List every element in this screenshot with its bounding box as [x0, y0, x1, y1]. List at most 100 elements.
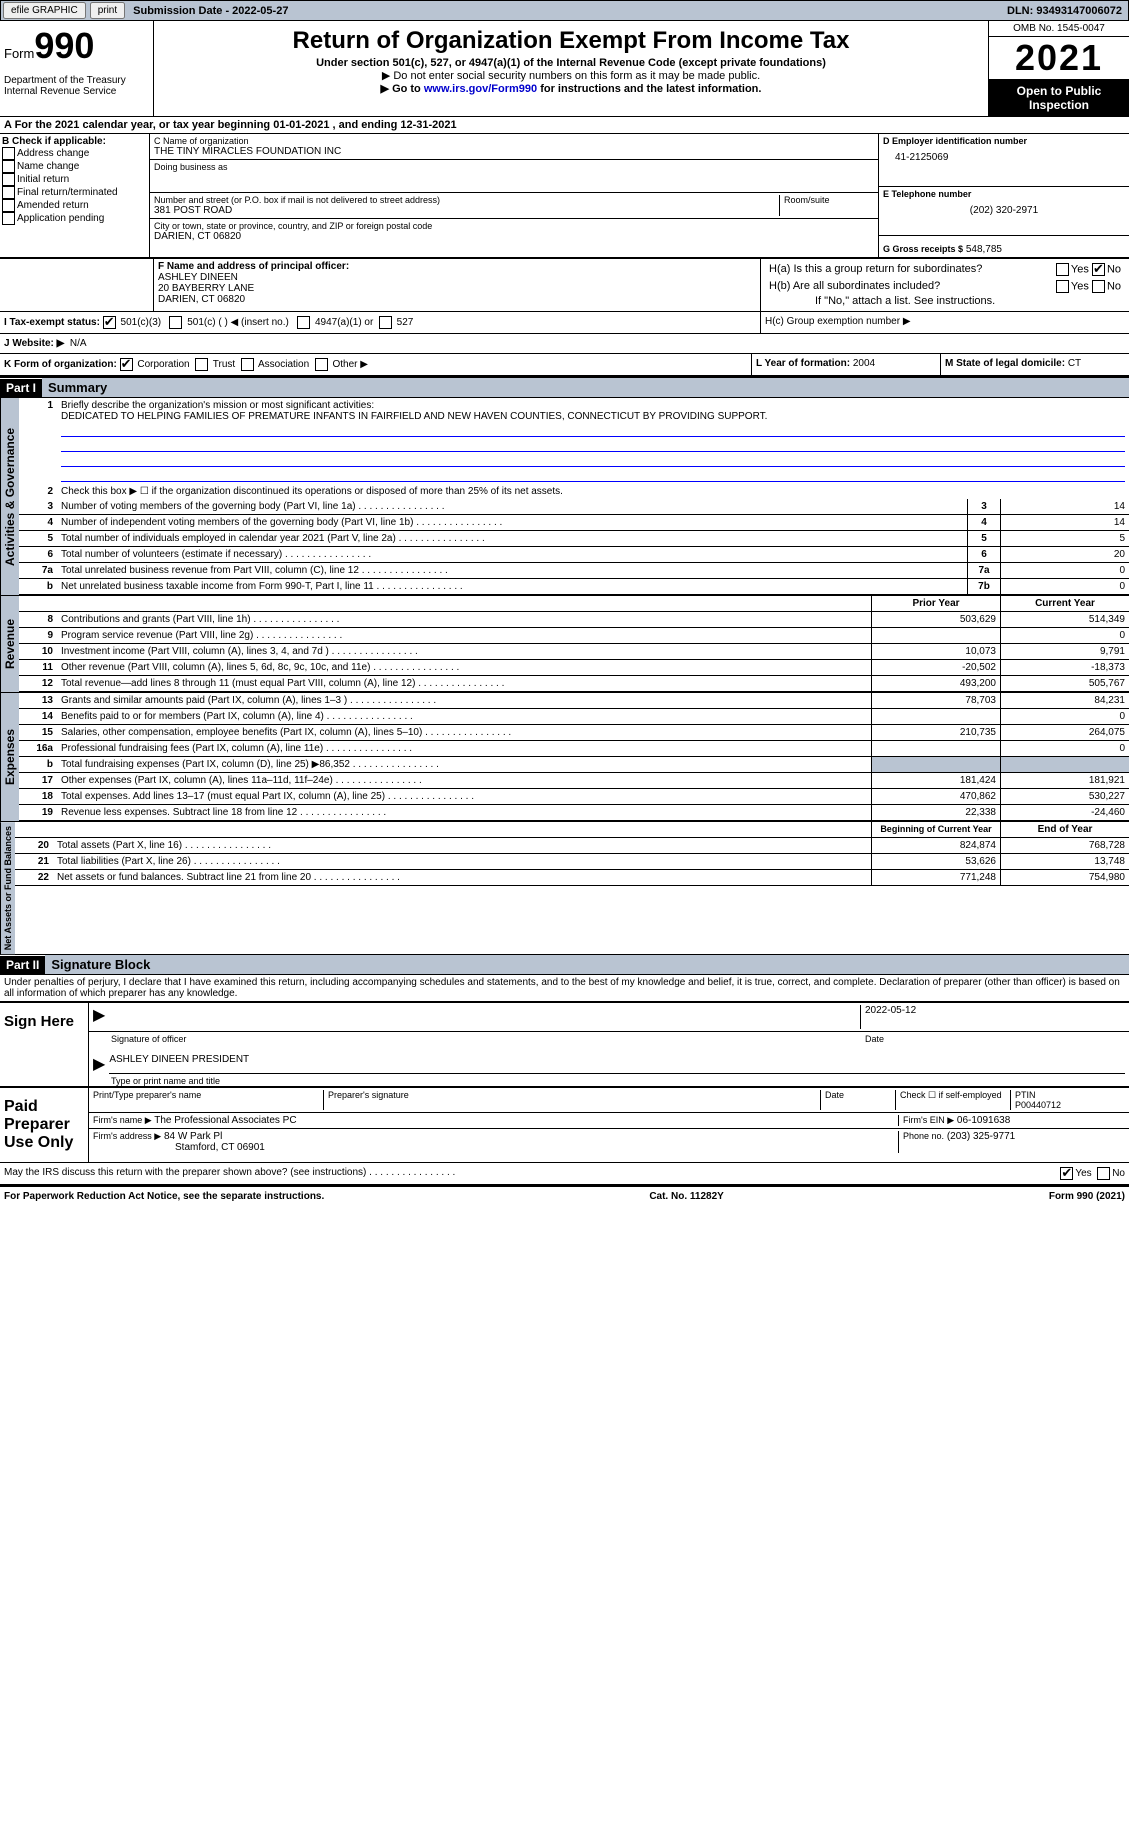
summary-line-4: 4Number of independent voting members of…: [19, 515, 1129, 531]
h-b-note: If "No," attach a list. See instructions…: [765, 295, 1125, 309]
header: Form990 Department of the Treasury Inter…: [0, 21, 1129, 117]
officer-street: 20 BAYBERRY LANE: [158, 283, 254, 294]
dba-label: Doing business as: [154, 162, 874, 172]
check-final[interactable]: Final return/terminated: [2, 186, 147, 199]
officer-name: ASHLEY DINEEN: [158, 272, 238, 283]
part2-title: Signature Block: [45, 955, 1129, 974]
penalties-text: Under penalties of perjury, I declare th…: [0, 975, 1129, 1001]
discuss-no[interactable]: [1097, 1167, 1110, 1180]
revenue-line-11: 11Other revenue (Part VIII, column (A), …: [19, 660, 1129, 676]
check-501c3[interactable]: [103, 316, 116, 329]
revenue-line-10: 10Investment income (Part VIII, column (…: [19, 644, 1129, 660]
check-trust[interactable]: [195, 358, 208, 371]
eoy-header: End of Year: [1000, 822, 1129, 837]
sign-here-section: Sign Here ▶ 2022-05-12 Signature of offic…: [0, 1001, 1129, 1087]
check-address[interactable]: Address change: [2, 147, 147, 160]
sign-here-label: Sign Here: [0, 1003, 88, 1086]
dept: Department of the Treasury Internal Reve…: [4, 75, 149, 97]
expense-line-18: 18Total expenses. Add lines 13–17 (must …: [19, 789, 1129, 805]
self-employed-check[interactable]: Check ☐ if self-employed: [895, 1090, 1010, 1110]
expenses-section: Expenses 13Grants and similar amounts pa…: [0, 692, 1129, 821]
summary-line-5: 5Total number of individuals employed in…: [19, 531, 1129, 547]
firm-name-label: Firm's name ▶: [93, 1115, 152, 1125]
firm-addr: 84 W Park Pl: [164, 1131, 222, 1142]
sig-officer-label: Signature of officer: [93, 1034, 861, 1044]
org-name: THE TINY MIRACLES FOUNDATION INC: [154, 146, 874, 157]
arrow-icon: ▶: [93, 1054, 105, 1074]
check-527[interactable]: [379, 316, 392, 329]
tab-revenue: Revenue: [0, 596, 19, 692]
check-name[interactable]: Name change: [2, 160, 147, 173]
expense-line-b: bTotal fundraising expenses (Part IX, co…: [19, 757, 1129, 773]
expense-line-16a: 16aProfessional fundraising fees (Part I…: [19, 741, 1129, 757]
current-year-header: Current Year: [1000, 596, 1129, 611]
street-label: Number and street (or P.O. box if mail i…: [154, 195, 779, 205]
room-label: Room/suite: [784, 195, 874, 205]
expense-line-19: 19Revenue less expenses. Subtract line 1…: [19, 805, 1129, 821]
check-corp[interactable]: [120, 358, 133, 371]
arrow-icon: ▶: [93, 1005, 105, 1029]
summary-line-6: 6Total number of volunteers (estimate if…: [19, 547, 1129, 563]
subtitle-3: ▶ Go to www.irs.gov/Form990 for instruct…: [158, 82, 984, 95]
section-bcde: B Check if applicable: Address change Na…: [0, 134, 1129, 258]
section-i-hc: I Tax-exempt status: 501(c)(3) 501(c) ( …: [0, 312, 1129, 334]
check-4947[interactable]: [297, 316, 310, 329]
col-b: B Check if applicable: Address change Na…: [0, 134, 149, 257]
section-j: J Website: ▶ N/A: [0, 334, 1129, 354]
check-assoc[interactable]: [241, 358, 254, 371]
officer-city: DARIEN, CT 06820: [158, 294, 245, 305]
open-inspection: Open to Public Inspection: [989, 80, 1129, 116]
section-klm: K Form of organization: Corporation Trus…: [0, 354, 1129, 377]
tax-year: 2021: [989, 37, 1129, 80]
city: DARIEN, CT 06820: [154, 231, 874, 242]
firm-phone-label: Phone no.: [903, 1131, 944, 1141]
prior-year-header: Prior Year: [871, 596, 1000, 611]
firm-ein-label: Firm's EIN ▶: [903, 1115, 954, 1125]
col-c: C Name of organizationTHE TINY MIRACLES …: [149, 134, 879, 257]
city-label: City or town, state or province, country…: [154, 221, 874, 231]
website: N/A: [70, 338, 87, 349]
ein: 41-2125069: [883, 146, 1125, 169]
gross-label: G Gross receipts $: [883, 244, 963, 254]
check-amended[interactable]: Amended return: [2, 199, 147, 212]
ptin: P00440712: [1015, 1100, 1061, 1110]
discuss-row: May the IRS discuss this return with the…: [0, 1163, 1129, 1186]
preparer-date-label: Date: [820, 1090, 895, 1110]
netasset-line-20: 20Total assets (Part X, line 16)824,8747…: [15, 838, 1129, 854]
form-label: Form990: [4, 25, 149, 67]
name-title-label: Type or print name and title: [89, 1076, 1129, 1086]
tab-expenses: Expenses: [0, 693, 19, 821]
line2-text: Check this box ▶ ☐ if the organization d…: [57, 484, 1129, 499]
check-501c[interactable]: [169, 316, 182, 329]
h-b: H(b) Are all subordinates included?: [769, 280, 1056, 293]
ptin-label: PTIN: [1015, 1090, 1036, 1100]
sig-date-label: Date: [861, 1034, 1125, 1044]
print-button[interactable]: print: [90, 2, 125, 19]
summary-line-7b: bNet unrelated business taxable income f…: [19, 579, 1129, 595]
firm-ein: 06-1091638: [957, 1115, 1010, 1126]
tab-activities: Activities & Governance: [0, 398, 19, 595]
efile-button[interactable]: efile GRAPHIC: [3, 2, 86, 19]
discuss-text: May the IRS discuss this return with the…: [4, 1167, 1060, 1180]
part2-bar: Part II Signature Block: [0, 954, 1129, 975]
discuss-yes[interactable]: [1060, 1167, 1073, 1180]
revenue-line-8: 8Contributions and grants (Part VIII, li…: [19, 612, 1129, 628]
netassets-section: Net Assets or Fund Balances Beginning of…: [0, 821, 1129, 954]
part1-bar: Part I Summary: [0, 377, 1129, 398]
form-title: Return of Organization Exempt From Incom…: [158, 27, 984, 55]
subtitle-1: Under section 501(c), 527, or 4947(a)(1)…: [158, 57, 984, 69]
activities-governance: Activities & Governance 1 Briefly descri…: [0, 398, 1129, 595]
tab-netassets: Net Assets or Fund Balances: [0, 822, 15, 954]
cat-no: Cat. No. 11282Y: [649, 1191, 723, 1202]
firm-city: Stamford, CT 06901: [93, 1142, 265, 1153]
form-footer: Form 990 (2021): [1049, 1191, 1125, 1202]
check-pending[interactable]: Application pending: [2, 212, 147, 225]
firm-name: The Professional Associates PC: [154, 1115, 296, 1126]
phone: (202) 320-2971: [883, 199, 1125, 216]
sign-date: 2022-05-12: [860, 1005, 1125, 1029]
boy-header: Beginning of Current Year: [871, 822, 1000, 837]
check-initial[interactable]: Initial return: [2, 173, 147, 186]
year-formation-label: L Year of formation:: [756, 358, 850, 369]
check-other[interactable]: [315, 358, 328, 371]
irs-link[interactable]: www.irs.gov/Form990: [424, 83, 537, 95]
